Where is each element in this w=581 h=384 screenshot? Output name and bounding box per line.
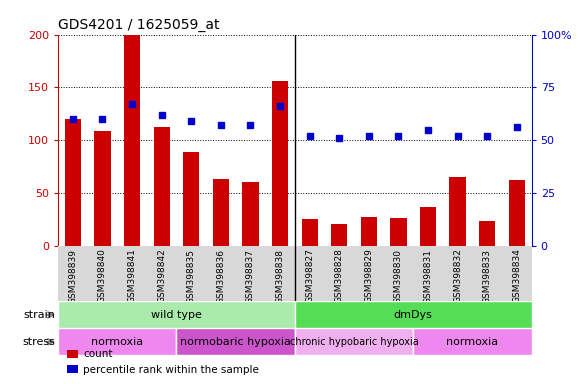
Bar — [94, 131, 110, 246]
Text: GSM398838: GSM398838 — [275, 248, 285, 303]
Bar — [58, 328, 177, 355]
Text: GSM398830: GSM398830 — [394, 248, 403, 303]
Bar — [295, 328, 413, 355]
Text: GSM398834: GSM398834 — [512, 248, 521, 303]
Bar — [331, 223, 347, 246]
Text: GSM398832: GSM398832 — [453, 248, 462, 303]
Bar — [509, 180, 525, 246]
Bar — [361, 217, 377, 246]
Bar — [272, 81, 288, 246]
Bar — [242, 182, 259, 246]
Text: GSM398831: GSM398831 — [424, 248, 432, 303]
Text: normoxia: normoxia — [91, 337, 144, 347]
Text: GSM398827: GSM398827 — [305, 248, 314, 303]
Text: GSM398836: GSM398836 — [216, 248, 225, 303]
Text: GDS4201 / 1625059_at: GDS4201 / 1625059_at — [58, 18, 220, 32]
Text: normobaric hypoxia: normobaric hypoxia — [180, 337, 291, 347]
Bar — [64, 119, 81, 246]
Bar — [295, 301, 532, 328]
Text: stress: stress — [22, 337, 55, 347]
Text: GSM398839: GSM398839 — [69, 248, 77, 303]
Text: GSM398833: GSM398833 — [483, 248, 492, 303]
Text: GSM398829: GSM398829 — [364, 248, 374, 303]
Text: chronic hypobaric hypoxia: chronic hypobaric hypoxia — [290, 337, 418, 347]
Bar — [177, 328, 295, 355]
Text: GSM398841: GSM398841 — [128, 248, 137, 303]
Bar — [183, 152, 199, 246]
Bar — [479, 222, 496, 246]
Text: GSM398828: GSM398828 — [335, 248, 344, 303]
Bar — [124, 35, 140, 246]
Bar — [450, 177, 466, 246]
Text: strain: strain — [23, 310, 55, 320]
Text: GSM398840: GSM398840 — [98, 248, 107, 303]
Bar — [390, 218, 407, 246]
Legend: count, percentile rank within the sample: count, percentile rank within the sample — [63, 345, 263, 379]
Text: normoxia: normoxia — [446, 337, 498, 347]
Bar — [58, 301, 295, 328]
Text: wild type: wild type — [151, 310, 202, 320]
Text: GSM398837: GSM398837 — [246, 248, 255, 303]
Bar — [213, 179, 229, 246]
Text: dmDys: dmDys — [394, 310, 433, 320]
Text: GSM398842: GSM398842 — [157, 248, 166, 303]
Bar — [302, 219, 318, 246]
Bar — [420, 207, 436, 246]
Bar — [153, 127, 170, 246]
Text: GSM398835: GSM398835 — [187, 248, 196, 303]
Bar — [413, 328, 532, 355]
